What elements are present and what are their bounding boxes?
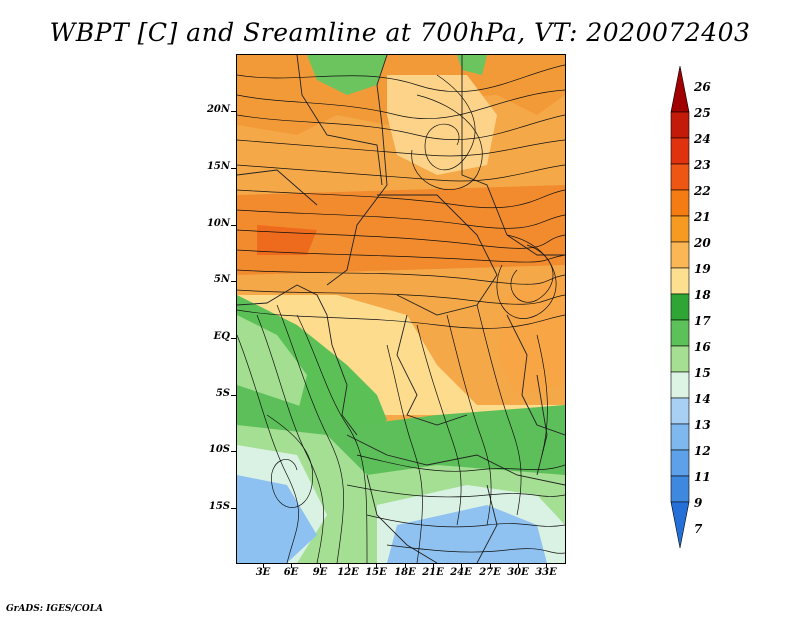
lon-tick [291,563,292,568]
lon-label-24e: 24E [450,567,472,578]
colorbar-segment [670,475,690,503]
wbpt-fill-orange-east [497,275,565,395]
colorbar-segment [670,501,690,549]
grads-credit: GrADS: IGES/COLA [6,604,104,614]
colorbar-label-11: 11 [694,470,711,484]
lon-label-15e: 15E [365,567,387,578]
colorbar-segment [670,449,690,477]
colorbar-label-21: 21 [694,210,711,224]
streamlines [237,64,565,563]
colorbar-label-22: 22 [694,184,711,198]
lon-label-6e: 6E [283,567,299,578]
colorbar-label-9: 9 [694,496,703,510]
lon-tick [433,563,434,568]
lon-tick [320,563,321,568]
colorbar-segment [670,137,690,165]
wbpt-fill-pale-north [387,75,497,175]
colorbar-label-25: 25 [694,106,711,120]
lat-tick [231,281,236,282]
colorbar-label-20: 20 [694,236,711,250]
colorbar-segment [670,163,690,191]
lat-label-10n: 10N [206,218,230,229]
colorbar-segment [670,345,690,373]
lon-tick [490,563,491,568]
colorbar-label-13: 13 [694,418,711,432]
lon-tick [348,563,349,568]
wbpt-fill-green-north [307,55,387,95]
lat-label-15s: 15S [208,501,230,512]
wbpt-fill-blue-southeast [387,505,547,563]
lon-label-27e: 27E [479,567,501,578]
lon-label-33e: 33E [535,567,557,578]
lat-tick [231,168,236,169]
colorbar-segment [670,65,690,113]
wbpt-fill-green-northeast [457,55,487,75]
colorbar-label-19: 19 [694,262,711,276]
lon-label-30e: 30E [507,567,529,578]
lat-tick [231,395,236,396]
lon-tick [405,563,406,568]
colorbar-label-14: 14 [694,392,711,406]
colorbar-label-17: 17 [694,314,711,328]
lon-label-18e: 18E [394,567,416,578]
lon-label-12e: 12E [337,567,359,578]
lat-tick [231,338,236,339]
lon-tick [546,563,547,568]
colorbar-segment [670,371,690,399]
lat-tick [231,508,236,509]
lat-label-5n: 5N [213,274,230,285]
lon-tick [376,563,377,568]
colorbar-segment [670,267,690,295]
wbpt-fill-hot-spot [257,225,317,255]
lat-tick [231,451,236,452]
lat-label-5s: 5S [215,388,230,399]
colorbar-label-26: 26 [694,80,711,94]
lon-tick [518,563,519,568]
map-plot-area [236,54,566,564]
lon-tick [461,563,462,568]
lon-label-3e: 3E [255,567,271,578]
lon-label-21e: 21E [422,567,444,578]
colorbar [670,65,690,549]
colorbar-segment [670,293,690,321]
colorbar-segment [670,423,690,451]
colorbar-label-12: 12 [694,444,711,458]
colorbar-label-7: 7 [694,522,703,536]
colorbar-segment [670,241,690,269]
colorbar-segment [670,319,690,347]
lat-label-eq: EQ [213,331,230,342]
wbpt-fill-blue-southwest [237,475,317,563]
colorbar-label-24: 24 [694,132,711,146]
colorbar-segment [670,189,690,217]
lat-label-15n: 15N [206,161,230,172]
map-title: WBPT [C] and Sreamline at 700hPa, VT: 20… [49,18,751,47]
lat-label-20n: 20N [206,104,230,115]
wbpt-streamline-map [237,55,565,563]
colorbar-segment [670,397,690,425]
lat-tick [231,225,236,226]
lat-tick [231,111,236,112]
lon-tick [263,563,264,568]
lat-label-10s: 10S [208,444,230,455]
colorbar-label-15: 15 [694,366,711,380]
colorbar-label-18: 18 [694,288,711,302]
wbpt-fill-light-green-west [237,315,307,415]
colorbar-segment [670,111,690,139]
colorbar-label-16: 16 [694,340,711,354]
lon-label-9e: 9E [312,567,328,578]
colorbar-segment [670,215,690,243]
colorbar-label-23: 23 [694,158,711,172]
